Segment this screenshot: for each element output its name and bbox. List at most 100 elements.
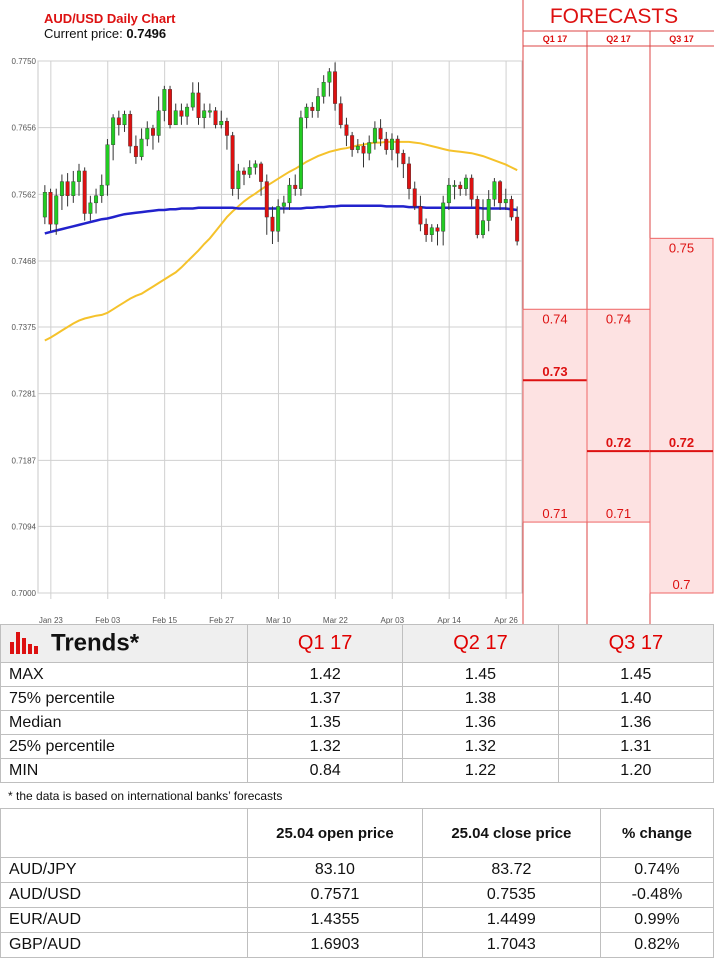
- trends-value: 1.36: [402, 710, 559, 735]
- x-tick-label: Feb 27: [209, 616, 234, 624]
- trends-value: 1.40: [557, 686, 714, 711]
- candle-body: [418, 206, 423, 225]
- prices-header-pair: [0, 808, 248, 858]
- candle-body: [236, 170, 241, 189]
- candle-body: [395, 138, 400, 154]
- trends-row-label: MIN: [0, 758, 248, 783]
- forecast-median-label: 0.72: [606, 435, 631, 450]
- candle-body: [429, 227, 434, 235]
- x-tick-label: Mar 10: [266, 616, 291, 624]
- percent-change: 0.82%: [599, 932, 714, 958]
- candle-body: [281, 202, 286, 207]
- trends-col-q3: Q3 17: [557, 624, 714, 663]
- candle-body: [145, 128, 150, 140]
- trends-header-row: Trends* Q1 17 Q2 17 Q3 17: [0, 624, 714, 663]
- candle-body: [185, 106, 190, 117]
- candle-body: [59, 181, 64, 196]
- trends-value: 1.36: [557, 710, 714, 735]
- candle-body: [190, 92, 195, 108]
- x-tick-label: Apr 26: [494, 616, 518, 624]
- trends-title: Trends*: [51, 629, 140, 657]
- candle-body: [475, 199, 480, 235]
- candle-body: [338, 103, 343, 126]
- candle-body: [350, 135, 355, 150]
- prices-table: 25.04 open price 25.04 close price % cha…: [0, 808, 714, 958]
- candle-body: [407, 163, 411, 189]
- open-price: 1.4355: [247, 907, 423, 933]
- forecasts-title: FORECASTS: [550, 5, 678, 28]
- close-price: 1.4499: [421, 907, 601, 933]
- candle-body: [133, 145, 138, 157]
- trends-row-label: 75% percentile: [0, 686, 248, 711]
- trends-row-label: 25% percentile: [0, 734, 248, 759]
- y-tick-label: 0.7375: [12, 323, 37, 332]
- candle-body: [162, 89, 167, 111]
- candle-body: [202, 110, 207, 118]
- forecast-high-label: 0.74: [606, 311, 631, 326]
- candle-body: [321, 82, 326, 97]
- candle-body: [173, 110, 178, 126]
- forecast-high-label: 0.74: [542, 311, 567, 326]
- candle-body: [463, 177, 468, 189]
- candle-body: [509, 199, 514, 218]
- forecast-median-label: 0.73: [542, 364, 567, 379]
- pair-name: AUD/JPY: [0, 857, 248, 883]
- y-tick-label: 0.7750: [12, 57, 37, 66]
- bar-chart-icon: [9, 628, 41, 659]
- trends-value: 1.20: [557, 758, 714, 783]
- close-price: 0.7535: [421, 882, 601, 908]
- y-tick-label: 0.7094: [12, 522, 37, 531]
- candle-body: [344, 124, 349, 136]
- candle-body: [435, 227, 440, 232]
- candle-body: [390, 138, 394, 150]
- candle-body: [71, 181, 76, 196]
- candle-body: [264, 181, 269, 218]
- x-tick-label: Apr 14: [437, 616, 461, 624]
- trends-value: 1.35: [246, 710, 404, 735]
- forecast-median-label: 0.72: [669, 435, 694, 450]
- candle-body: [316, 96, 320, 111]
- candle-body: [196, 92, 201, 118]
- candle-body: [88, 202, 93, 214]
- audusd-chart: FORECASTS Q1 17 Q2 17 Q3 17 0.74 0.73 0.71 0.74…: [12, 0, 714, 624]
- percent-change: -0.48%: [599, 882, 714, 908]
- candle-body: [42, 192, 47, 218]
- candle-body: [116, 117, 121, 126]
- candle-body: [498, 181, 503, 204]
- prices-row: GBP/AUD 1.6903 1.7043 0.82%: [0, 932, 714, 958]
- candle-body: [333, 71, 338, 104]
- y-tick-label: 0.7656: [12, 124, 37, 133]
- candle-body: [259, 163, 264, 182]
- x-tick-label: Mar 22: [323, 616, 348, 624]
- trends-value: 1.31: [557, 734, 714, 759]
- candle-body: [213, 110, 218, 126]
- candle-body: [378, 128, 383, 140]
- prices-header-row: 25.04 open price 25.04 close price % cha…: [0, 808, 714, 858]
- trends-row: Median 1.35 1.36 1.36: [0, 710, 714, 735]
- x-tick-label: Jan 23: [39, 616, 64, 624]
- candle-body: [412, 188, 417, 207]
- candle-body: [77, 170, 81, 182]
- candle-body: [247, 167, 252, 175]
- candle-body: [168, 89, 172, 126]
- open-price: 83.10: [247, 857, 423, 883]
- x-tick-label: Feb 03: [95, 616, 120, 624]
- trends-title-cell: Trends*: [0, 624, 248, 663]
- percent-change: 0.74%: [599, 857, 714, 883]
- candle-body: [503, 199, 508, 204]
- trends-footnote: * the data is based on international ban…: [8, 789, 283, 803]
- candle-body: [219, 121, 224, 126]
- candle-body: [515, 216, 520, 242]
- candle-body: [424, 223, 429, 235]
- candle-body: [139, 138, 144, 157]
- percent-change: 0.99%: [599, 907, 714, 933]
- current-price-label: Current price:: [44, 26, 126, 41]
- candle-body: [253, 163, 258, 168]
- ma-yellow-line: [44, 140, 518, 342]
- candle-body: [304, 106, 309, 118]
- candle-body: [99, 184, 104, 196]
- trends-col-q1: Q1 17: [246, 624, 404, 663]
- candle-body: [230, 135, 235, 189]
- trends-value: 1.45: [557, 662, 714, 687]
- candle-body: [128, 113, 133, 147]
